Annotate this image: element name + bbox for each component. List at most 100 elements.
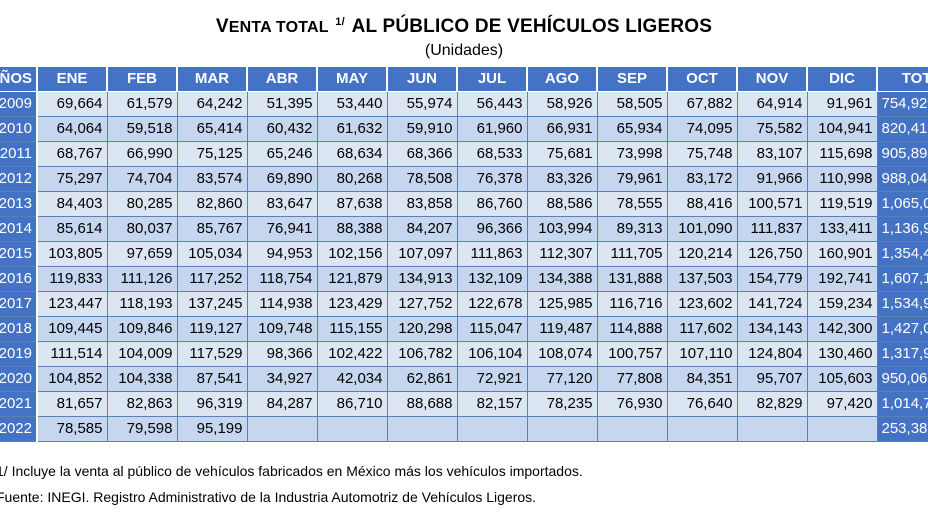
total-cell: 1,427,086	[876, 316, 928, 342]
year-cell: 2016	[0, 266, 38, 292]
header-month: SEP	[596, 66, 668, 92]
month-value-cell: 104,941	[806, 116, 878, 142]
month-value-cell: 88,416	[666, 191, 738, 217]
header-month: AGO	[526, 66, 598, 92]
month-value-cell: 122,678	[456, 291, 528, 317]
month-value-cell: 75,297	[36, 166, 108, 192]
header-month: JUL	[456, 66, 528, 92]
month-value-cell: 154,779	[736, 266, 808, 292]
year-cell: 2013	[0, 191, 38, 217]
month-value-cell: 61,960	[456, 116, 528, 142]
month-value-cell: 42,034	[316, 366, 388, 392]
month-value-cell: 110,998	[806, 166, 878, 192]
table-row: 2014 85,614 80,037 85,767 76,941 88,388 84,207…	[0, 216, 928, 242]
month-value-cell: 68,634	[316, 141, 388, 167]
month-value-cell: 96,319	[176, 391, 248, 417]
month-value-cell: 96,366	[456, 216, 528, 242]
month-value-cell: 137,245	[176, 291, 248, 317]
footnote: 1/ Incluye la venta al público de vehícu…	[0, 463, 583, 479]
month-value-cell: 126,750	[736, 241, 808, 267]
total-cell: 1,354,444	[876, 241, 928, 267]
year-cell: 2018	[0, 316, 38, 342]
title-superscript: 1/	[335, 16, 345, 28]
table-row: 2016 119,833 111,126 117,252 118,754 121,879 1…	[0, 266, 928, 292]
month-value-cell: 109,748	[246, 316, 318, 342]
month-value-cell: 98,366	[246, 341, 318, 367]
month-value-cell: 82,829	[736, 391, 808, 417]
month-value-cell: 65,246	[246, 141, 318, 167]
page-title: VENTA TOTAL 1/ AL PÚBLICO DE VEHÍCULOS L…	[0, 10, 928, 40]
month-value-cell: 59,910	[386, 116, 458, 142]
month-value-cell: 111,863	[456, 241, 528, 267]
month-value-cell: 76,378	[456, 166, 528, 192]
month-value-cell: 77,120	[526, 366, 598, 392]
month-value-cell: 64,242	[176, 91, 248, 117]
year-cell: 2017	[0, 291, 38, 317]
total-cell: 988,042	[876, 166, 928, 192]
month-value-cell: 91,966	[736, 166, 808, 192]
month-value-cell: 78,235	[526, 391, 598, 417]
month-value-cell: 114,888	[596, 316, 668, 342]
month-value-cell: 78,555	[596, 191, 668, 217]
month-value-cell: 134,388	[526, 266, 598, 292]
month-value-cell: 65,414	[176, 116, 248, 142]
month-value-cell: 105,603	[806, 366, 878, 392]
header-month: MAY	[316, 66, 388, 92]
month-value-cell: 83,107	[736, 141, 808, 167]
month-value-cell: 82,860	[176, 191, 248, 217]
month-value-cell: 127,752	[386, 291, 458, 317]
month-value-cell: 87,638	[316, 191, 388, 217]
header-month: OCT	[666, 66, 738, 92]
month-value-cell: 112,307	[526, 241, 598, 267]
month-value-cell: 111,514	[36, 341, 108, 367]
month-value-cell: 80,037	[106, 216, 178, 242]
month-value-cell: 120,298	[386, 316, 458, 342]
month-value-cell: 115,155	[316, 316, 388, 342]
month-value-cell: 80,268	[316, 166, 388, 192]
month-value-cell: 83,326	[526, 166, 598, 192]
header-month: ENE	[36, 66, 108, 92]
month-value-cell: 160,901	[806, 241, 878, 267]
month-value-cell: 73,998	[596, 141, 668, 167]
table-row: 2012 75,297 74,704 83,574 69,890 80,268 78,508…	[0, 166, 928, 192]
month-value-cell: 60,432	[246, 116, 318, 142]
month-value-cell: 75,748	[666, 141, 738, 167]
table-row: 2017 123,447 118,193 137,245 114,938 123,429 1…	[0, 291, 928, 317]
month-value-cell: 192,741	[806, 266, 878, 292]
table-row: 2013 84,403 80,285 82,860 83,647 87,638 83,858…	[0, 191, 928, 217]
month-value-cell: 134,143	[736, 316, 808, 342]
year-cell: 2009	[0, 91, 38, 117]
month-value-cell: 34,927	[246, 366, 318, 392]
month-value-cell: 59,518	[106, 116, 178, 142]
month-value-cell: 119,487	[526, 316, 598, 342]
page-subtitle: (Unidades)	[424, 42, 504, 59]
total-cell: 1,607,165	[876, 266, 928, 292]
month-value-cell	[596, 416, 668, 442]
month-value-cell: 75,681	[526, 141, 598, 167]
year-cell: 2020	[0, 366, 38, 392]
month-value-cell: 104,852	[36, 366, 108, 392]
month-value-cell: 84,287	[246, 391, 318, 417]
month-value-cell: 62,861	[386, 366, 458, 392]
sales-table: AÑOSENEFEBMARABRMAYJUNJULAGOSEPOCTNOVDIC…	[0, 66, 928, 442]
month-value-cell: 58,505	[596, 91, 668, 117]
month-value-cell: 107,110	[666, 341, 738, 367]
month-value-cell: 51,395	[246, 91, 318, 117]
month-value-cell: 61,632	[316, 116, 388, 142]
month-value-cell: 69,664	[36, 91, 108, 117]
header-month: NOV	[736, 66, 808, 92]
table-row: 2020 104,852 104,338 87,541 34,927 42,034 62,8…	[0, 366, 928, 392]
month-value-cell: 117,529	[176, 341, 248, 367]
year-cell: 2022	[0, 416, 38, 442]
month-value-cell: 68,767	[36, 141, 108, 167]
total-cell: 1,534,943	[876, 291, 928, 317]
month-value-cell: 94,953	[246, 241, 318, 267]
total-cell: 1,014,735	[876, 391, 928, 417]
month-value-cell: 74,095	[666, 116, 738, 142]
month-value-cell: 108,074	[526, 341, 598, 367]
month-value-cell: 69,890	[246, 166, 318, 192]
month-value-cell: 86,710	[316, 391, 388, 417]
total-cell: 820,413	[876, 116, 928, 142]
month-value-cell: 120,214	[666, 241, 738, 267]
month-value-cell: 97,659	[106, 241, 178, 267]
